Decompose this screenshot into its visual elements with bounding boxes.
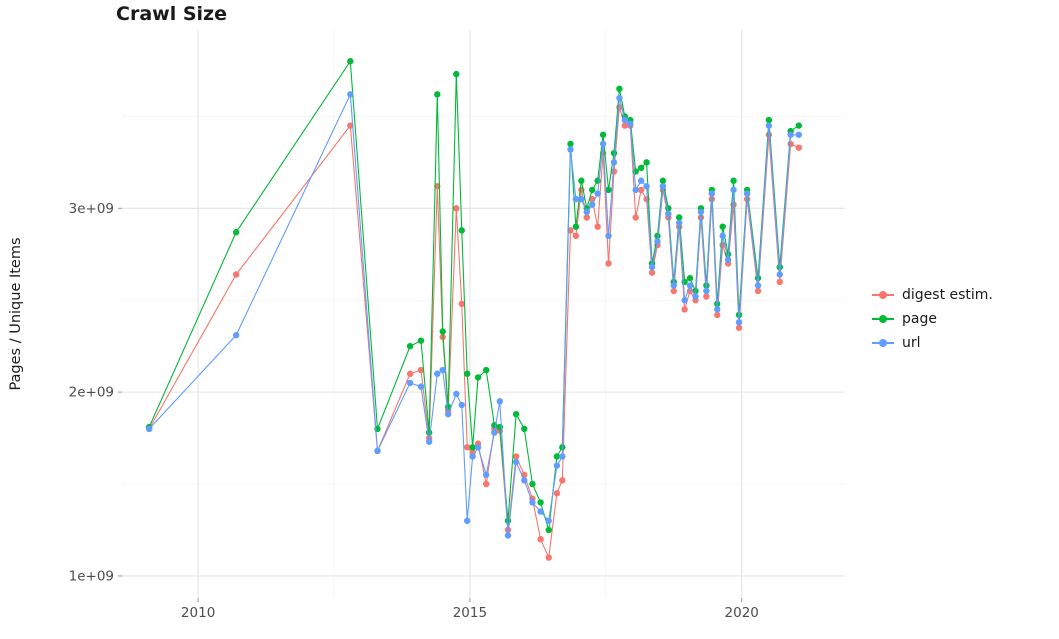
svg-text:2010: 2010 [181, 605, 215, 621]
svg-text:3e+09: 3e+09 [69, 201, 114, 217]
legend-label-digest-estim: digest estim. [902, 287, 993, 303]
legend-label-page: page [902, 311, 937, 327]
svg-text:2e+09: 2e+09 [69, 385, 114, 401]
svg-text:2020: 2020 [725, 605, 759, 621]
legend-item-digest-estim: digest estim. [872, 287, 993, 303]
legend: digest estim. page url [872, 287, 993, 351]
chart-title: Crawl Size [116, 3, 227, 25]
svg-text:1e+09: 1e+09 [69, 568, 114, 584]
legend-label-url: url [902, 335, 921, 351]
svg-text:2015: 2015 [453, 605, 487, 621]
legend-glyph-page-icon [872, 312, 894, 326]
legend-glyph-url-icon [872, 336, 894, 350]
legend-item-url: url [872, 335, 993, 351]
legend-glyph-digest-estim-icon [872, 288, 894, 302]
legend-item-page: page [872, 311, 993, 327]
